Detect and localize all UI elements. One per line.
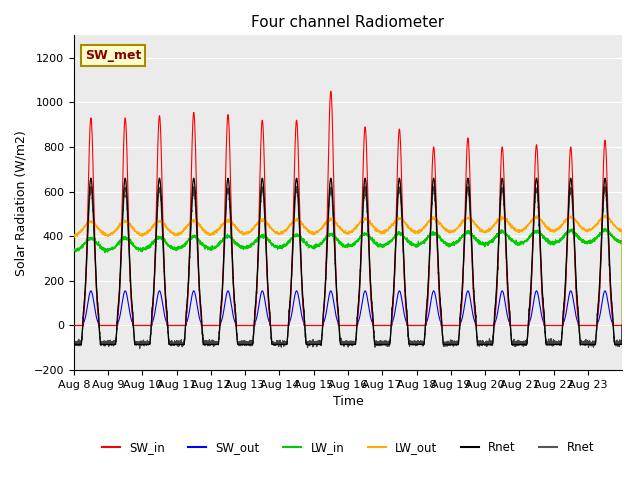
Legend: SW_in, SW_out, LW_in, LW_out, Rnet, Rnet: SW_in, SW_out, LW_in, LW_out, Rnet, Rnet bbox=[97, 436, 599, 459]
Y-axis label: Solar Radiation (W/m2): Solar Radiation (W/m2) bbox=[15, 130, 28, 276]
Title: Four channel Radiometer: Four channel Radiometer bbox=[252, 15, 445, 30]
X-axis label: Time: Time bbox=[333, 396, 364, 408]
Text: SW_met: SW_met bbox=[84, 49, 141, 62]
